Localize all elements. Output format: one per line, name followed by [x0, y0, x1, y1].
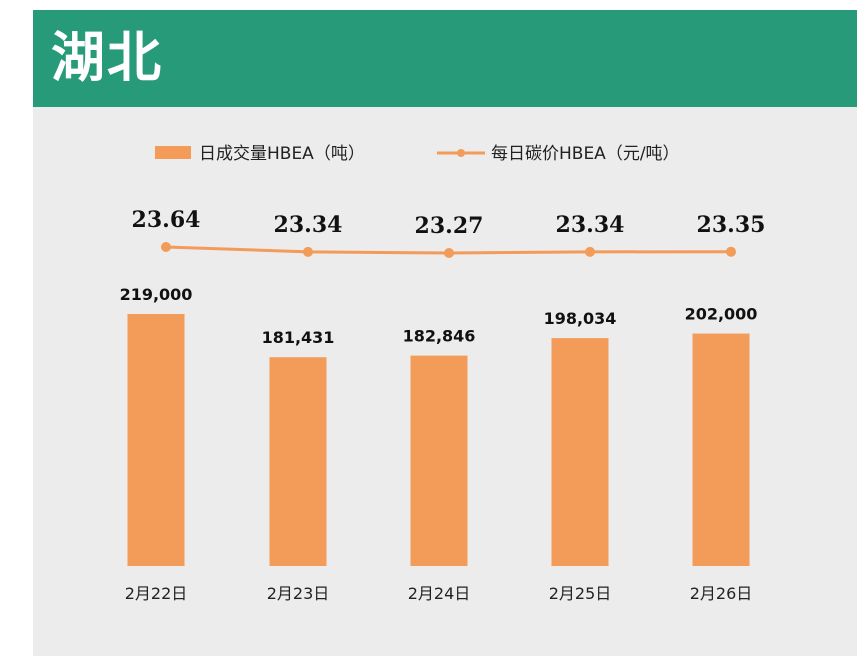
bar-value-label-3: 182,846: [403, 327, 476, 346]
combo-chart: 日成交量HBEA（吨） 每日碳价HBEA（元/吨） 219,000 181,431 18…: [120, 144, 766, 603]
price-point-3[interactable]: [444, 248, 454, 258]
title-banner: 湖北: [33, 10, 857, 107]
bar-value-label-4: 198,034: [544, 309, 617, 328]
price-point-4[interactable]: [585, 246, 595, 257]
price-value-label-4: 23.34: [556, 212, 625, 238]
bar-1[interactable]: [127, 314, 185, 566]
price-value-label-1: 23.64: [132, 207, 201, 233]
x-tick-label-4: 2月25日: [549, 584, 612, 603]
price-value-label-2: 23.34: [274, 212, 343, 238]
legend-label-price: 每日碳价HBEA（元/吨）: [491, 144, 680, 164]
bar-value-label-2: 181,431: [262, 328, 335, 347]
chart-panel: 日成交量HBEA（吨） 每日碳价HBEA（元/吨） 219,000 181,431 18…: [33, 107, 857, 656]
x-tick-label-3: 2月24日: [408, 584, 471, 603]
legend-marker-price: [457, 149, 465, 157]
bar-value-label-5: 202,000: [685, 305, 758, 324]
bar-value-label-1: 219,000: [120, 285, 193, 304]
legend-swatch-volume: [155, 146, 191, 159]
x-tick-label-5: 2月26日: [690, 584, 753, 603]
price-value-label-3: 23.27: [415, 213, 484, 239]
bar-3[interactable]: [410, 355, 468, 566]
legend-label-volume: 日成交量HBEA（吨）: [199, 144, 365, 164]
bar-2[interactable]: [269, 357, 327, 566]
x-tick-label-1: 2月22日: [125, 584, 188, 603]
x-tick-label-2: 2月23日: [267, 584, 330, 603]
page-title: 湖北: [51, 26, 163, 89]
price-point-5[interactable]: [726, 246, 736, 257]
bar-5[interactable]: [692, 333, 750, 566]
price-point-2[interactable]: [303, 246, 313, 257]
price-value-label-5: 23.35: [697, 212, 766, 238]
bar-4[interactable]: [551, 338, 609, 566]
price-point-1[interactable]: [161, 242, 171, 252]
